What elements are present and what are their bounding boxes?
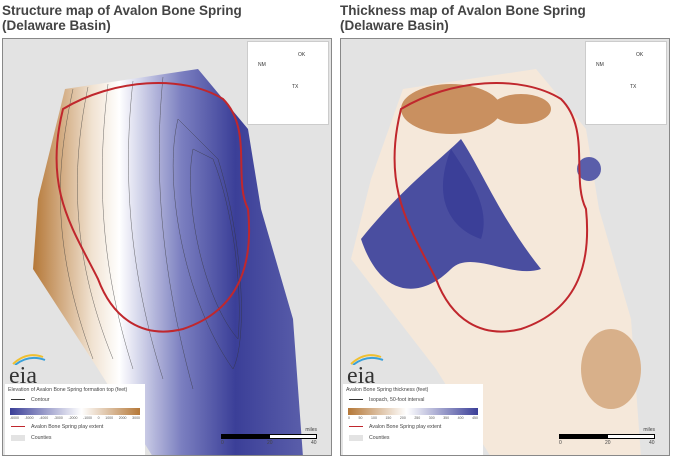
eia-logo: eia: [9, 351, 49, 389]
map-title: Structure map of Avalon Bone Spring (Dela…: [2, 3, 242, 33]
scale-bar: miles 0 20 40: [221, 427, 317, 446]
legend: Avalon Bone Spring thickness (feet) Isop…: [343, 384, 483, 455]
thickness-map: NM OK TX eia Avalon Bone Spring thicknes…: [340, 38, 670, 456]
elevation-color-bar: [10, 408, 140, 415]
legend: Elevation of Avalon Bone Spring formatio…: [5, 384, 145, 455]
eia-logo: eia: [347, 351, 387, 389]
structure-contour-map: [33, 69, 303, 455]
thickness-map-panel: Thickness map of Avalon Bone Spring (Dela…: [338, 0, 672, 457]
isopach-map: [351, 69, 641, 455]
structure-map: NM OK TX eia Elevation of Avalon Bone Sp…: [2, 38, 332, 456]
structure-map-panel: Structure map of Avalon Bone Spring (Dela…: [0, 0, 334, 457]
color-bar-ticks: -6000 -5000 -4000 -3000 -2000 -1000 0 1000 2000 3…: [10, 416, 140, 420]
thickness-color-bar: [348, 408, 478, 415]
scale-bar: miles 0 20 40: [559, 427, 655, 446]
map-title: Thickness map of Avalon Bone Spring (Dela…: [340, 3, 586, 33]
color-bar-ticks: 0 50 100 150 200 250 300 350 400 450: [348, 416, 478, 420]
location-inset-map: NM OK TX: [247, 41, 329, 125]
location-inset-map: NM OK TX: [585, 41, 667, 125]
